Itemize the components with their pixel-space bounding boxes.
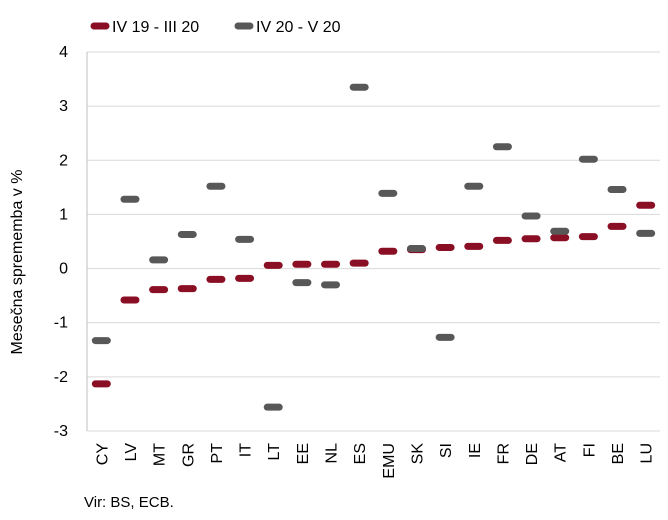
x-tick-label: FI [581,443,598,457]
y-tick-label: -2 [54,369,68,386]
x-tick-label: FR [495,443,512,464]
x-tick-label: LT [266,443,283,461]
y-tick-label: 1 [59,206,68,223]
x-tick-label: SK [409,443,426,465]
x-tick-label: EE [295,443,312,464]
y-tick-label: 0 [59,261,68,278]
y-tick-label: 2 [59,152,68,169]
x-tick-label: CY [94,443,111,466]
legend-label: IV 20 - V 20 [256,19,341,36]
y-axis-ticks: -3 -2 -1 0 1 2 3 4 [54,44,68,440]
x-tick-label: MT [152,443,169,466]
x-tick-label: LU [639,443,656,463]
x-tick-label: DE [524,443,541,465]
y-tick-label: 3 [59,98,68,115]
x-tick-label: GR [180,443,197,467]
x-tick-label: IT [238,443,255,457]
x-tick-label: IE [467,443,484,458]
y-axis-label: Mesečna sprememba v % [9,170,26,355]
x-tick-label: PT [209,443,226,464]
x-tick-label: BE [610,443,627,464]
x-tick-label: ES [352,443,369,464]
x-tick-label: AT [553,443,570,462]
gridlines [86,51,660,432]
source-note: Vir: BS, ECB. [84,494,174,511]
x-tick-label: EMU [381,443,398,479]
x-axis-ticks: CY LV MT GR PT IT LT EE NL ES EMU SK SI IE FR DE AT FI BE L… [94,443,655,479]
legend-label: IV 19 - III 20 [112,19,199,36]
y-tick-label: 4 [59,44,68,61]
y-tick-label: -1 [54,315,68,332]
x-tick-label: SI [438,443,455,458]
legend: IV 19 - III 20 IV 20 - V 20 [90,19,341,36]
y-tick-label: -3 [54,423,68,440]
x-tick-label: LV [123,443,140,462]
x-tick-label: NL [324,443,341,464]
plot-area [91,83,656,411]
series-2 [91,83,656,411]
